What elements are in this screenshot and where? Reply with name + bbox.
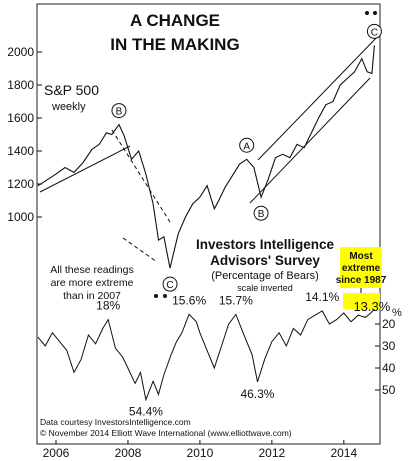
x-tick-label: 2008 <box>115 446 142 460</box>
y-tick-label: 30 <box>382 339 396 353</box>
most-extreme-line-2: extreme <box>342 263 381 274</box>
most-extreme-line-3: since 1987 <box>336 275 387 286</box>
x-tick-label: 2006 <box>43 446 70 460</box>
channel-upper <box>257 33 381 161</box>
wave-label: C <box>371 27 378 38</box>
most-extreme-line-1: Most <box>349 251 373 262</box>
y-tick-label: 1600 <box>7 111 34 125</box>
most-extreme-box <box>340 247 382 288</box>
bears-annotation: 18% <box>96 299 120 313</box>
chart-title-line-2: IN THE MAKING <box>110 35 239 54</box>
wave-dot <box>373 11 377 15</box>
sp500-sublabel: weekly <box>51 101 86 113</box>
x-tick-label: 2012 <box>259 446 286 460</box>
bears-annotation: 54.4% <box>129 405 163 419</box>
survey-title-line-1: Investors Intelligence <box>196 237 335 252</box>
wave-label: B <box>116 107 123 118</box>
y-tick-label: 1800 <box>7 78 34 92</box>
wave-dot <box>154 294 158 298</box>
chart-title-line-1: A CHANGE <box>130 11 220 30</box>
wave-marker <box>239 137 255 153</box>
wave-dot <box>365 11 369 15</box>
x-axis: 2006 2008 2010 2012 2014 <box>43 440 357 460</box>
channel-lower <box>249 77 371 204</box>
bears-annotation: 15.7% <box>219 294 253 308</box>
wave-label: C <box>166 280 173 291</box>
y-tick-label: 20 <box>382 317 396 331</box>
highlight-value-bg <box>343 293 380 309</box>
readings-note-line-2: are more extreme <box>51 277 134 289</box>
trendline <box>39 145 131 193</box>
wave-labels: B C A B C <box>111 23 382 292</box>
trendline-dashed <box>122 237 158 263</box>
sp500-series-line <box>37 45 375 269</box>
source-note-2: © November 2014 Elliott Wave Internation… <box>40 428 292 438</box>
bears-annotations: 18% 54.4% 15.6% 15.7% 46.3% 14.1% 13.3% <box>96 290 391 419</box>
readings-note-line-3: than in 2007 <box>63 290 121 302</box>
wave-label: B <box>258 209 265 220</box>
y-axis-unit: % <box>392 307 402 319</box>
y-tick-label: 1000 <box>7 210 34 224</box>
survey-subtitle: (Percentage of Bears) <box>211 270 319 282</box>
y-tick-label: 1400 <box>7 144 34 158</box>
y-tick-label: 1200 <box>7 177 34 191</box>
y-tick-label: 2000 <box>7 45 34 59</box>
wave-marker <box>366 23 382 39</box>
readings-note-line-1: All these readings <box>50 264 133 276</box>
wave-dot <box>163 294 167 298</box>
bears-annotation: 13.3% <box>353 299 390 314</box>
sp500-label: S&P 500 <box>44 82 99 98</box>
plot-frame <box>36 3 381 445</box>
y-tick-label: 40 <box>382 361 396 375</box>
bears-annotation: 15.6% <box>172 293 206 307</box>
x-tick-label: 2010 <box>187 446 214 460</box>
wave-marker <box>253 205 269 221</box>
survey-title-line-2: Advisors' Survey <box>210 253 320 268</box>
source-note-1: Data courtesy InvestorsIntelligence.com <box>40 417 191 427</box>
survey-note: scale inverted <box>237 283 293 293</box>
wave-marker <box>111 103 127 119</box>
bears-annotation: 14.1% <box>305 290 339 304</box>
wave-label: A <box>243 141 250 152</box>
trendline-dashed <box>111 129 171 223</box>
bears-annotation: 46.3% <box>240 387 274 401</box>
x-tick-label: 2014 <box>330 446 357 460</box>
y-tick-label: 50 <box>382 383 396 397</box>
bears-series-line <box>37 308 375 402</box>
wave-marker <box>162 276 178 292</box>
bears-y-axis: 20 30 40 50% <box>375 307 402 397</box>
sp500-y-axis: 1000 1200 1400 1600 1800 2000 <box>7 45 42 224</box>
